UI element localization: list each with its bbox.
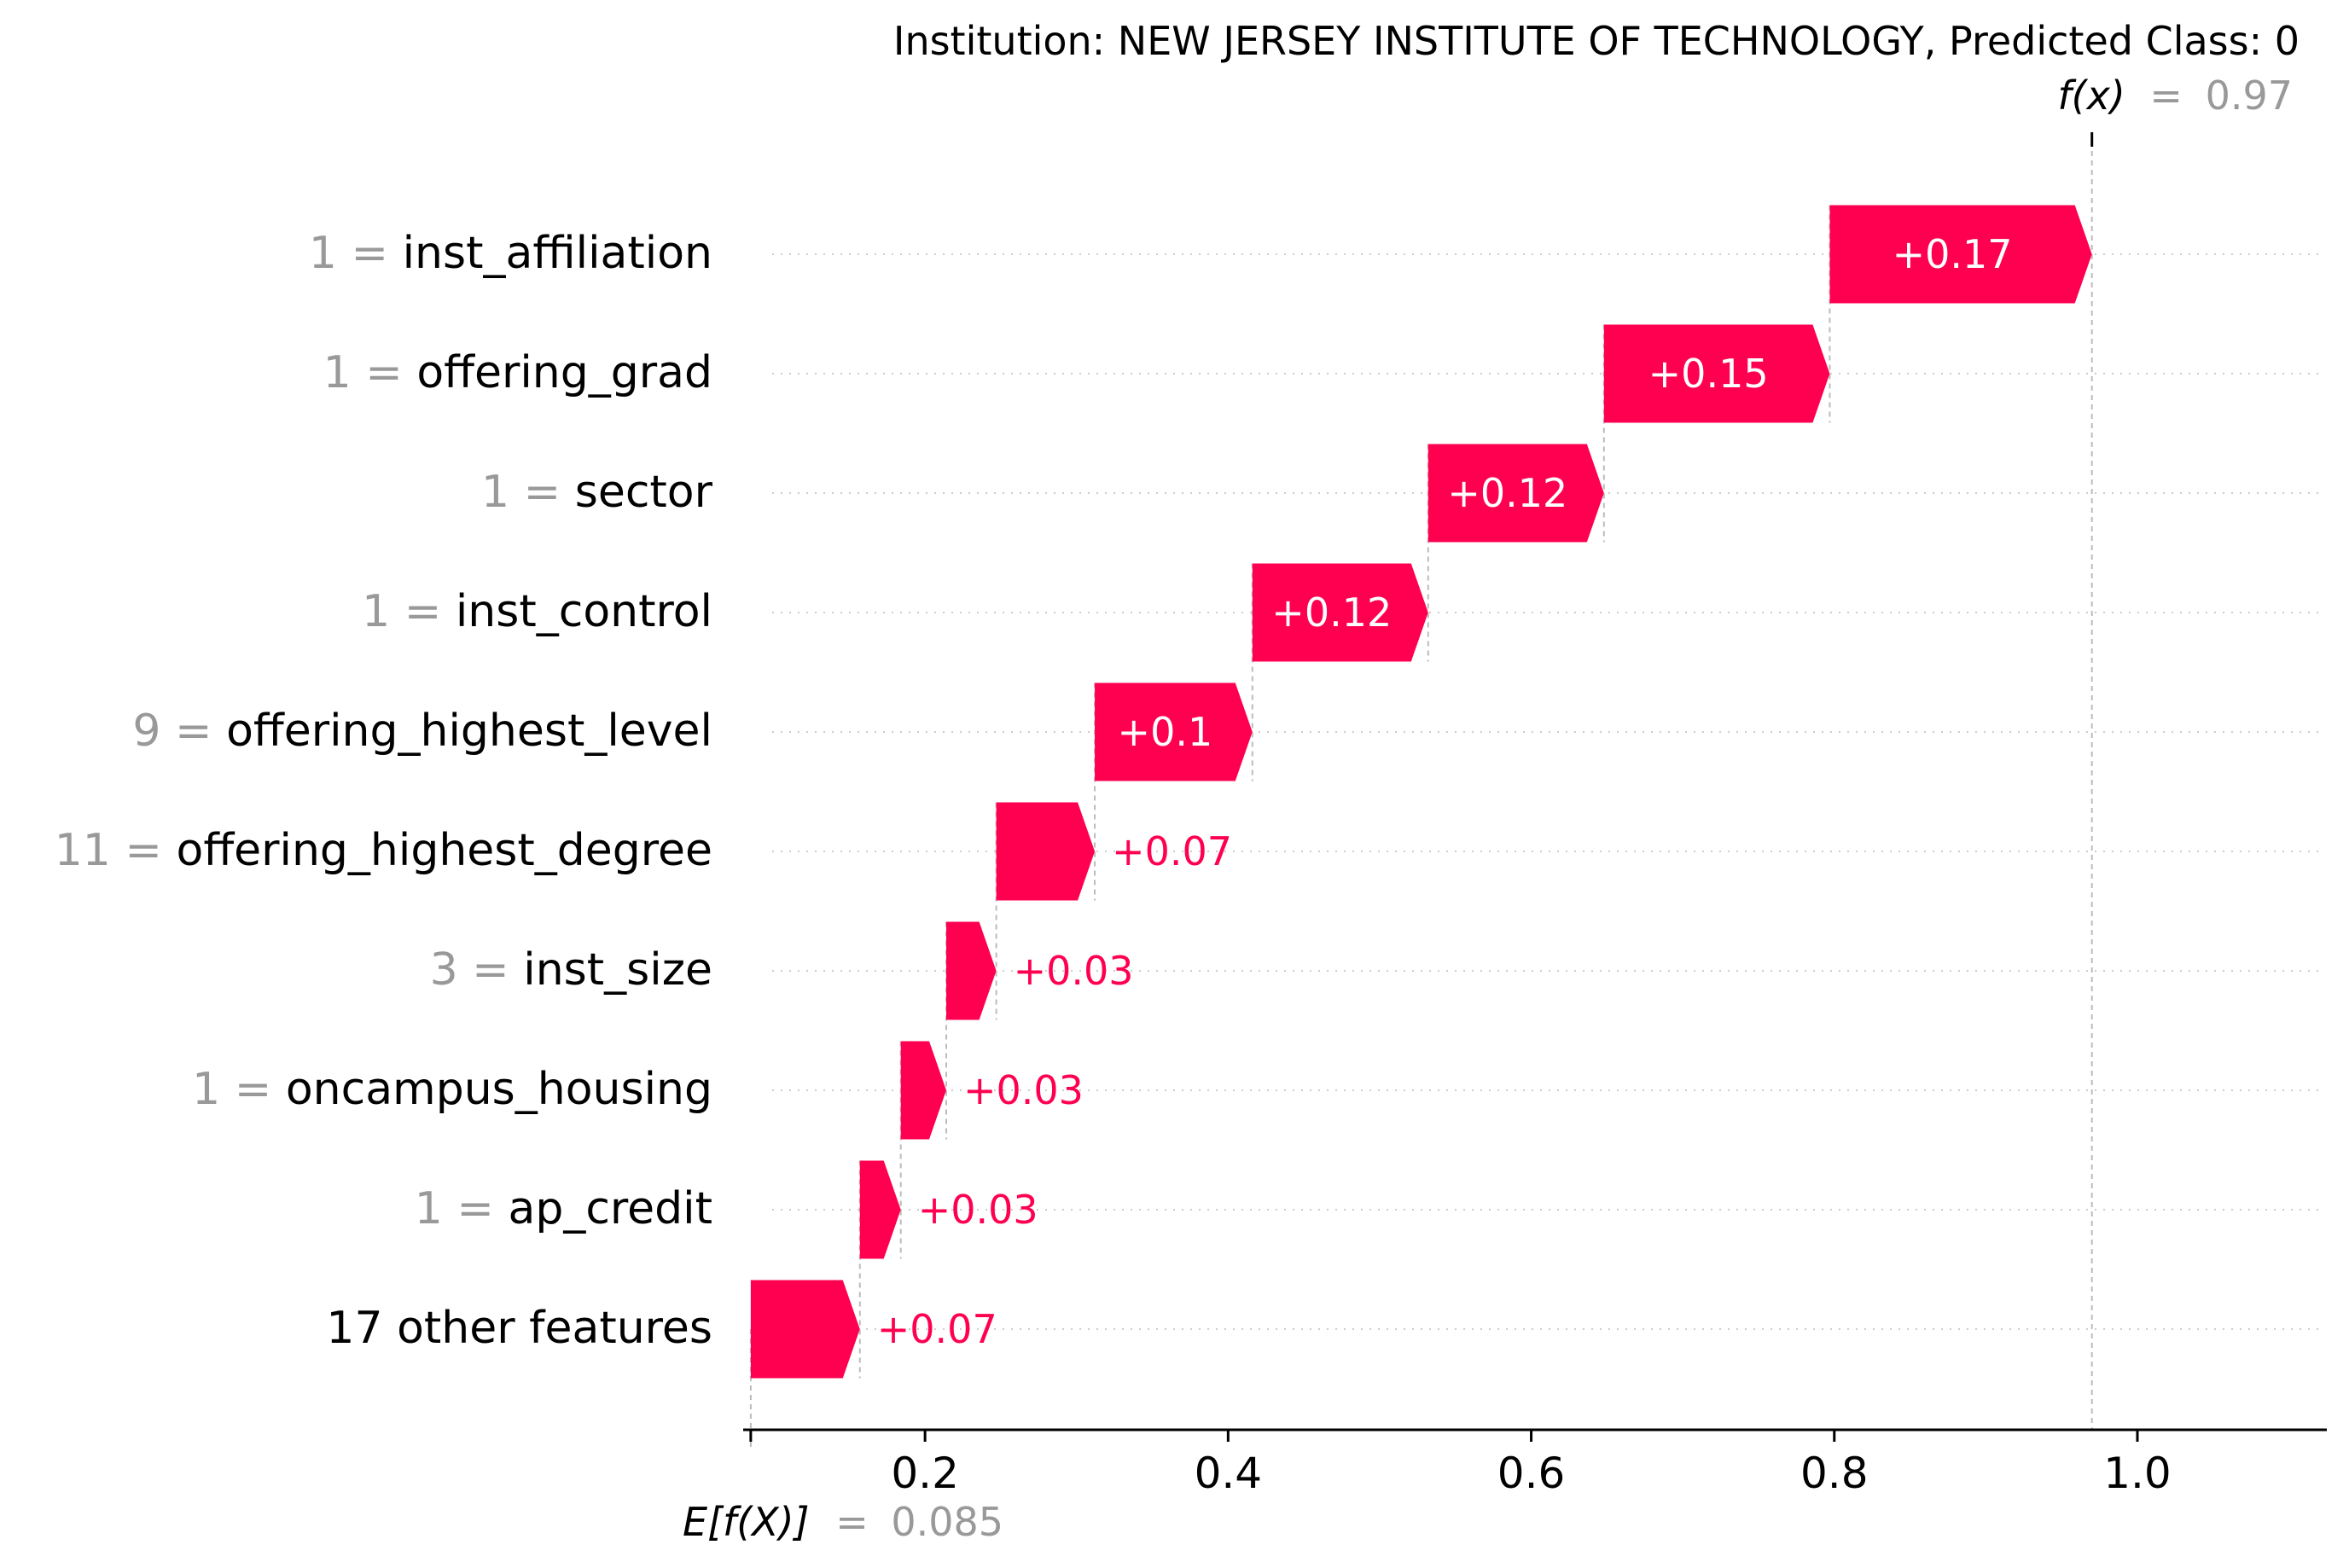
feature-label: 17 other features — [326, 1303, 712, 1354]
feature-name: sector — [575, 467, 713, 518]
feature-name: offering_grad — [416, 347, 712, 398]
feature-bar — [1427, 444, 1604, 543]
feature-label: 1 = ap_credit — [415, 1183, 712, 1234]
fx-label: f(x) — [2057, 73, 2125, 119]
feature-bar — [859, 1160, 901, 1259]
feature-bar — [1095, 682, 1253, 781]
fx-annotation: f(x) = 0.97 — [2057, 73, 2293, 119]
feature-label: 1 = offering_grad — [323, 347, 712, 398]
feature-value: 1 = — [323, 347, 417, 398]
feature-label: 1 = sector — [481, 467, 713, 518]
feature-value: 1 = — [309, 228, 403, 279]
feature-value: 1 = — [192, 1064, 286, 1115]
feature-label: 1 = inst_control — [362, 586, 712, 637]
feature-name: offering_highest_degree — [177, 825, 713, 876]
base-equals: = — [835, 1499, 869, 1545]
chart-title: Institution: NEW JERSEY INSTITUTE OF TEC… — [893, 18, 2300, 64]
fx-value: 0.97 — [2206, 73, 2293, 119]
contribution-label: +0.07 — [877, 1306, 997, 1352]
x-tick-label: 0.8 — [1800, 1449, 1869, 1498]
base-label: E[f(X)] — [683, 1499, 810, 1545]
feature-value: 1 = — [415, 1183, 509, 1234]
contribution-label: +0.07 — [1112, 828, 1232, 874]
feature-bar — [750, 1280, 860, 1379]
contribution-label: +0.1 — [1118, 709, 1213, 755]
feature-name: offering_highest_level — [226, 706, 712, 757]
feature-value: 3 = — [430, 944, 524, 996]
feature-bar — [900, 1041, 946, 1140]
feature-name: ap_credit — [508, 1183, 712, 1234]
x-tick-label: 0.6 — [1497, 1449, 1566, 1498]
feature-value: 1 = — [362, 586, 456, 637]
contribution-label: +0.03 — [918, 1187, 1038, 1233]
x-tick-label: 0.4 — [1195, 1449, 1263, 1498]
feature-label: 11 = offering_highest_degree — [55, 825, 712, 876]
feature-name: inst_affiliation — [403, 228, 712, 279]
feature-label: 1 = inst_affiliation — [309, 228, 712, 279]
feature-value: 11 = — [55, 825, 177, 876]
feature-bar — [945, 921, 997, 1020]
contribution-label: +0.03 — [1014, 948, 1134, 994]
feature-name: oncampus_housing — [286, 1064, 712, 1115]
feature-label: 3 = inst_size — [430, 944, 712, 996]
base-value-annotation: E[f(X)] = 0.085 — [683, 1499, 1003, 1545]
feature-label: 9 = offering_highest_level — [132, 706, 712, 757]
feature-label: 1 = oncampus_housing — [192, 1064, 712, 1115]
contribution-label: +0.12 — [1447, 470, 1567, 516]
feature-name: inst_size — [523, 944, 712, 996]
feature-bar — [1603, 324, 1830, 423]
feature-name: 17 other features — [326, 1303, 712, 1354]
feature-bar — [1829, 205, 2092, 304]
feature-value: 9 = — [132, 706, 226, 757]
feature-bar — [1252, 563, 1428, 662]
x-tick-label: 0.2 — [891, 1449, 959, 1498]
fx-equals: = — [2149, 73, 2183, 119]
contribution-label: +0.17 — [1893, 231, 2013, 277]
contribution-label: +0.12 — [1271, 589, 1392, 636]
contribution-label: +0.15 — [1648, 351, 1769, 397]
feature-name: inst_control — [456, 586, 712, 637]
x-tick-label: 1.0 — [2103, 1449, 2172, 1498]
feature-value: 1 = — [481, 467, 575, 518]
base-value: 0.085 — [891, 1499, 1003, 1545]
contribution-label: +0.03 — [963, 1067, 1084, 1113]
feature-bar — [996, 802, 1096, 901]
